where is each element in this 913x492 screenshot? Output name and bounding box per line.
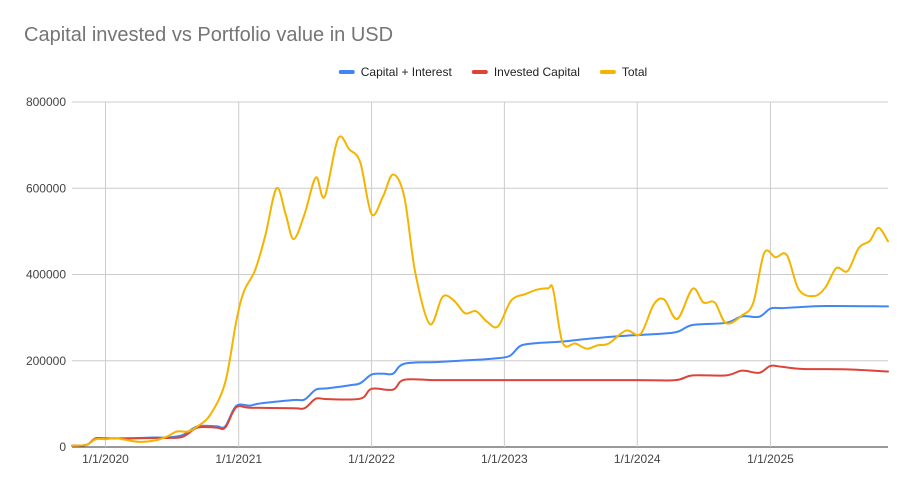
y-tick-label: 0 — [59, 440, 66, 454]
series-line-capital-interest — [71, 304, 889, 447]
y-tick-label: 600000 — [26, 181, 66, 195]
y-tick-label: 800000 — [26, 95, 66, 109]
y-tick-label: 200000 — [26, 354, 66, 368]
legend: Capital + Interest Invested Capital Total — [338, 65, 647, 79]
legend-label-invested-capital: Invested Capital — [494, 65, 580, 79]
legend-label-capital-interest: Capital + Interest — [361, 65, 453, 79]
series-lines — [71, 135, 889, 447]
x-tick-label: 1/1/2020 — [82, 452, 129, 466]
x-tick-label: 1/1/2022 — [348, 452, 395, 466]
x-tick-label: 1/1/2025 — [747, 452, 794, 466]
x-tick-label: 1/1/2024 — [614, 452, 661, 466]
x-axis-ticks: 1/1/2020 1/1/2021 1/1/2022 1/1/2023 1/1/2024… — [82, 452, 794, 466]
legend-label-total: Total — [622, 65, 647, 79]
series-line-total — [71, 135, 889, 447]
x-tick-label: 1/1/2021 — [215, 452, 262, 466]
y-axis-ticks: 0 200000 400000 600000 800000 — [26, 95, 66, 454]
series-line-invested-capital — [71, 364, 889, 447]
x-tick-label: 1/1/2023 — [481, 452, 528, 466]
grid-lines — [72, 101, 888, 448]
y-tick-label: 400000 — [26, 268, 66, 282]
chart-title: Capital invested vs Portfolio value in U… — [24, 24, 394, 46]
